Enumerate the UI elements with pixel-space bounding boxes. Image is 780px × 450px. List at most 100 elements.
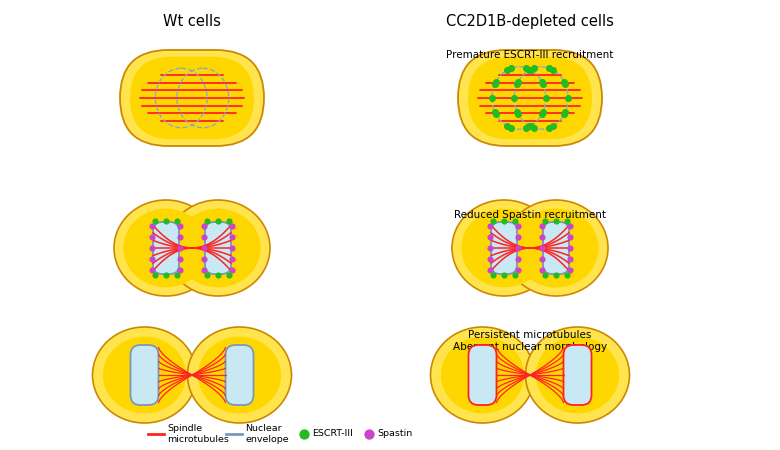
Point [559, 108, 572, 116]
Point [149, 271, 161, 279]
Point [509, 271, 521, 279]
Point [535, 78, 548, 85]
FancyBboxPatch shape [130, 345, 158, 405]
Point [484, 223, 496, 230]
FancyBboxPatch shape [491, 222, 517, 274]
Point [561, 217, 573, 225]
Text: CC2D1B-depleted cells: CC2D1B-depleted cells [446, 14, 614, 29]
Point [537, 81, 549, 88]
FancyBboxPatch shape [468, 57, 592, 140]
Point [211, 271, 224, 279]
Point [484, 266, 496, 274]
FancyBboxPatch shape [543, 222, 569, 274]
Point [564, 255, 576, 262]
Point [146, 266, 158, 274]
Point [198, 223, 211, 230]
Point [536, 255, 548, 262]
Ellipse shape [187, 327, 292, 423]
Point [198, 244, 211, 252]
Point [520, 124, 533, 131]
Ellipse shape [526, 327, 629, 423]
Point [512, 223, 524, 230]
Ellipse shape [198, 337, 281, 414]
Point [564, 244, 576, 252]
Point [222, 271, 235, 279]
Point [174, 234, 186, 241]
Point [520, 64, 533, 72]
Point [225, 223, 238, 230]
Text: Spastin: Spastin [377, 429, 413, 438]
Ellipse shape [93, 327, 197, 423]
Point [200, 271, 213, 279]
Point [511, 108, 523, 116]
Ellipse shape [441, 337, 524, 414]
Point [501, 66, 513, 73]
Point [490, 111, 502, 118]
Point [298, 430, 310, 437]
Point [146, 223, 158, 230]
FancyBboxPatch shape [120, 50, 264, 146]
Point [225, 234, 238, 241]
Point [524, 122, 537, 130]
Point [559, 81, 572, 88]
Point [200, 217, 213, 225]
Point [550, 271, 562, 279]
Point [512, 234, 524, 241]
Point [511, 81, 523, 88]
Point [488, 108, 501, 116]
Point [225, 255, 238, 262]
Point [540, 94, 552, 102]
Text: Wt cells: Wt cells [163, 14, 221, 29]
Point [539, 271, 551, 279]
Point [562, 94, 574, 102]
Point [505, 64, 517, 72]
Point [558, 111, 570, 118]
Point [484, 234, 496, 241]
Point [174, 255, 186, 262]
Point [547, 122, 559, 130]
Point [550, 217, 562, 225]
Point [198, 234, 211, 241]
Point [539, 217, 551, 225]
Point [561, 271, 573, 279]
Point [564, 223, 576, 230]
Point [174, 244, 186, 252]
Point [363, 430, 375, 437]
Point [171, 217, 183, 225]
Point [501, 122, 513, 130]
Point [174, 223, 186, 230]
Text: ESCRT-III: ESCRT-III [312, 429, 353, 438]
Point [488, 81, 501, 88]
Point [527, 64, 540, 72]
Ellipse shape [166, 200, 270, 296]
Ellipse shape [461, 209, 547, 288]
Point [509, 217, 521, 225]
FancyBboxPatch shape [458, 50, 602, 146]
Point [536, 223, 548, 230]
Point [536, 244, 548, 252]
Ellipse shape [123, 209, 208, 288]
Ellipse shape [504, 200, 608, 296]
Ellipse shape [176, 209, 261, 288]
Ellipse shape [431, 327, 534, 423]
FancyBboxPatch shape [205, 222, 231, 274]
Point [543, 64, 555, 72]
FancyBboxPatch shape [225, 345, 254, 405]
Ellipse shape [114, 200, 218, 296]
Point [512, 266, 524, 274]
Text: Nuclear
envelope: Nuclear envelope [245, 424, 289, 444]
FancyBboxPatch shape [130, 57, 254, 140]
Point [537, 108, 549, 116]
Point [160, 271, 172, 279]
Point [490, 78, 502, 85]
Point [487, 271, 499, 279]
Point [512, 255, 524, 262]
Text: Premature ESCRT-III recruitment: Premature ESCRT-III recruitment [446, 50, 614, 60]
Point [225, 244, 238, 252]
Point [484, 244, 496, 252]
Ellipse shape [536, 337, 619, 414]
Point [536, 234, 548, 241]
Point [222, 217, 235, 225]
Text: Persistent microtubules
Aberrant nuclear morphology: Persistent microtubules Aberrant nuclear… [453, 330, 607, 351]
Point [524, 66, 537, 73]
